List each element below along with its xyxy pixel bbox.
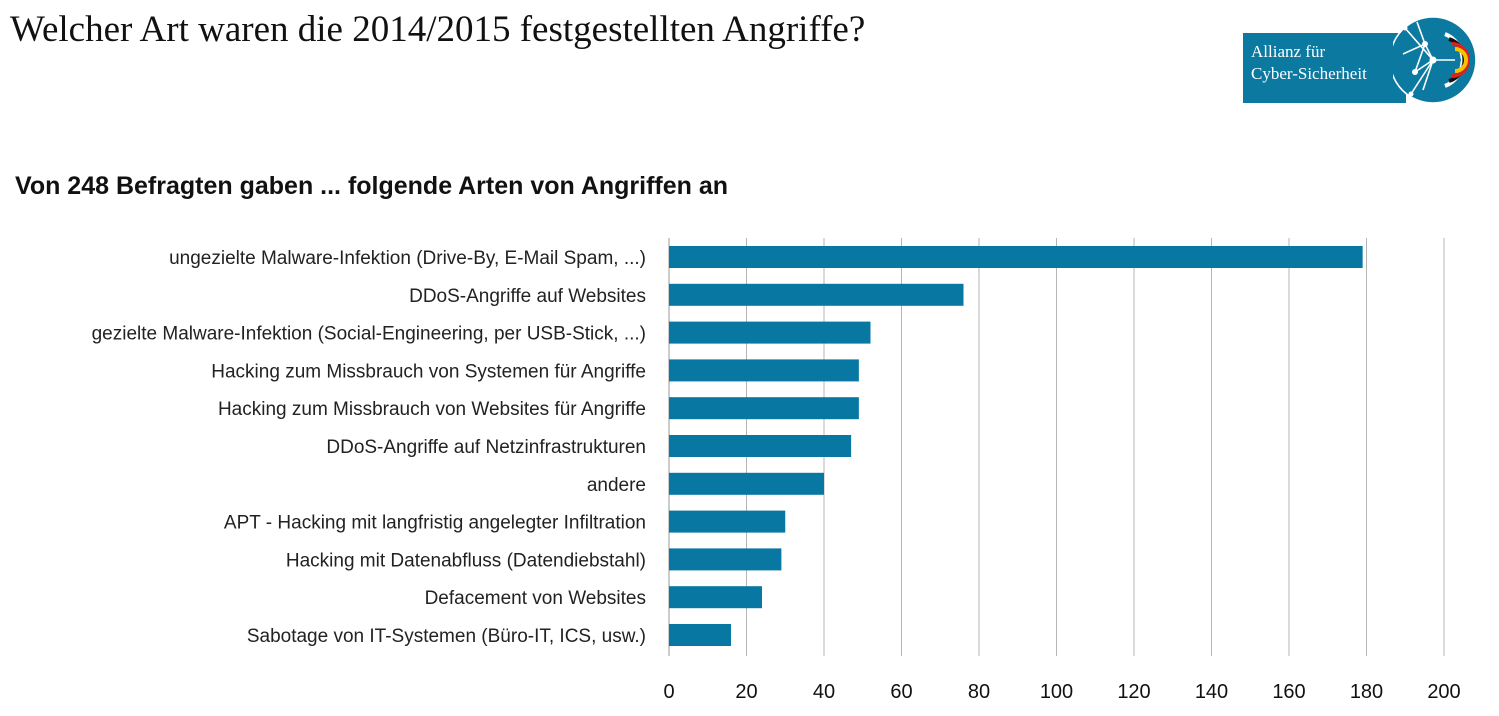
grid-lines xyxy=(668,238,1445,656)
x-tick-label: 80 xyxy=(968,681,990,703)
bar xyxy=(669,283,964,306)
bar xyxy=(669,624,731,646)
page-title: Welcher Art waren die 2014/2015 festgest… xyxy=(10,9,866,50)
logo-box: Allianz für Cyber-Sicherheit xyxy=(1243,33,1406,103)
category-label: APT - Hacking mit langfristig angelegter… xyxy=(224,513,646,534)
x-tick-label: 180 xyxy=(1350,681,1383,703)
x-tick-label: 20 xyxy=(735,681,757,703)
bar xyxy=(669,586,762,609)
chart-title: Von 248 Befragten gaben ... folgende Art… xyxy=(15,172,729,200)
logo-line-1: Allianz für xyxy=(1251,42,1326,61)
category-label: DDoS-Angriffe auf Netzinfrastrukturen xyxy=(326,437,646,458)
x-tick-label: 60 xyxy=(890,681,912,703)
bars xyxy=(669,246,1363,646)
bar xyxy=(669,472,824,495)
x-tick-label: 120 xyxy=(1117,681,1150,703)
allianz-logo: Allianz für Cyber-Sicherheit xyxy=(1243,14,1483,106)
x-tick-label: 40 xyxy=(813,681,835,703)
bar xyxy=(669,548,782,571)
logo-line-2: Cyber-Sicherheit xyxy=(1251,64,1367,83)
x-tick-label: 100 xyxy=(1040,681,1073,703)
category-label: Defacement von Websites xyxy=(425,588,646,609)
bar xyxy=(669,246,1363,268)
x-tick-label: 200 xyxy=(1427,681,1460,703)
category-label: gezielte Malware-Infektion (Social-Engin… xyxy=(92,324,646,345)
category-label: ungezielte Malware-Infektion (Drive-By, … xyxy=(169,248,646,269)
logo-text: Allianz für Cyber-Sicherheit xyxy=(1251,41,1367,85)
bar xyxy=(669,359,859,382)
category-label: Hacking zum Missbrauch von Systemen für … xyxy=(211,361,646,382)
category-label: andere xyxy=(587,475,646,496)
globe-icon xyxy=(1393,16,1477,104)
category-labels: ungezielte Malware-Infektion (Drive-By, … xyxy=(92,248,646,647)
x-tick-label: 0 xyxy=(663,681,674,703)
x-tick-label: 140 xyxy=(1195,681,1228,703)
bar xyxy=(669,510,786,533)
bar xyxy=(669,321,871,344)
category-label: Hacking zum Missbrauch von Websites für … xyxy=(218,399,646,420)
x-tick-label: 160 xyxy=(1272,681,1305,703)
category-label: Hacking mit Datenabfluss (Datendiebstahl… xyxy=(286,550,646,571)
bar xyxy=(669,435,852,457)
category-label: DDoS-Angriffe auf Websites xyxy=(409,286,646,307)
category-label: Sabotage von IT-Systemen (Büro-IT, ICS, … xyxy=(247,626,646,647)
bar xyxy=(669,397,859,420)
x-axis-ticks: 0 20 40 60 80 100 120 140 160 180 200 xyxy=(663,681,1460,703)
